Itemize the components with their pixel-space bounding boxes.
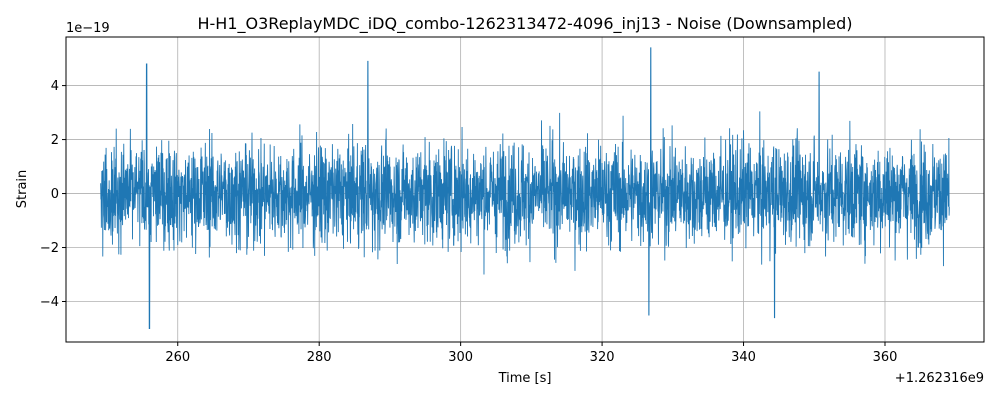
y-tick-label: 4 — [51, 79, 59, 94]
x-tick-label: 320 — [590, 350, 615, 365]
y-tick-label: 0 — [51, 187, 59, 202]
y-tick-label: −2 — [40, 241, 59, 256]
x-tick-label: 260 — [165, 350, 190, 365]
x-offset-label: +1.262316e9 — [895, 371, 984, 386]
x-tick-label: 300 — [448, 350, 473, 365]
x-axis-label: Time [s] — [498, 371, 552, 386]
y-tick-label: −4 — [40, 295, 59, 310]
axis-ticks: 260 280 300 320 340 360 −4 −2 0 2 4 — [40, 79, 898, 365]
x-tick-label: 340 — [731, 350, 756, 365]
y-exponent-label: 1e−19 — [66, 21, 110, 36]
chart-title: H-H1_O3ReplayMDC_iDQ_combo-1262313472-40… — [198, 14, 853, 34]
x-tick-label: 360 — [873, 350, 898, 365]
y-tick-label: 2 — [51, 133, 59, 148]
x-tick-label: 280 — [307, 350, 332, 365]
y-axis-label: Strain — [15, 170, 30, 209]
series-strain-line — [100, 47, 950, 329]
plot-frame — [65, 36, 985, 343]
